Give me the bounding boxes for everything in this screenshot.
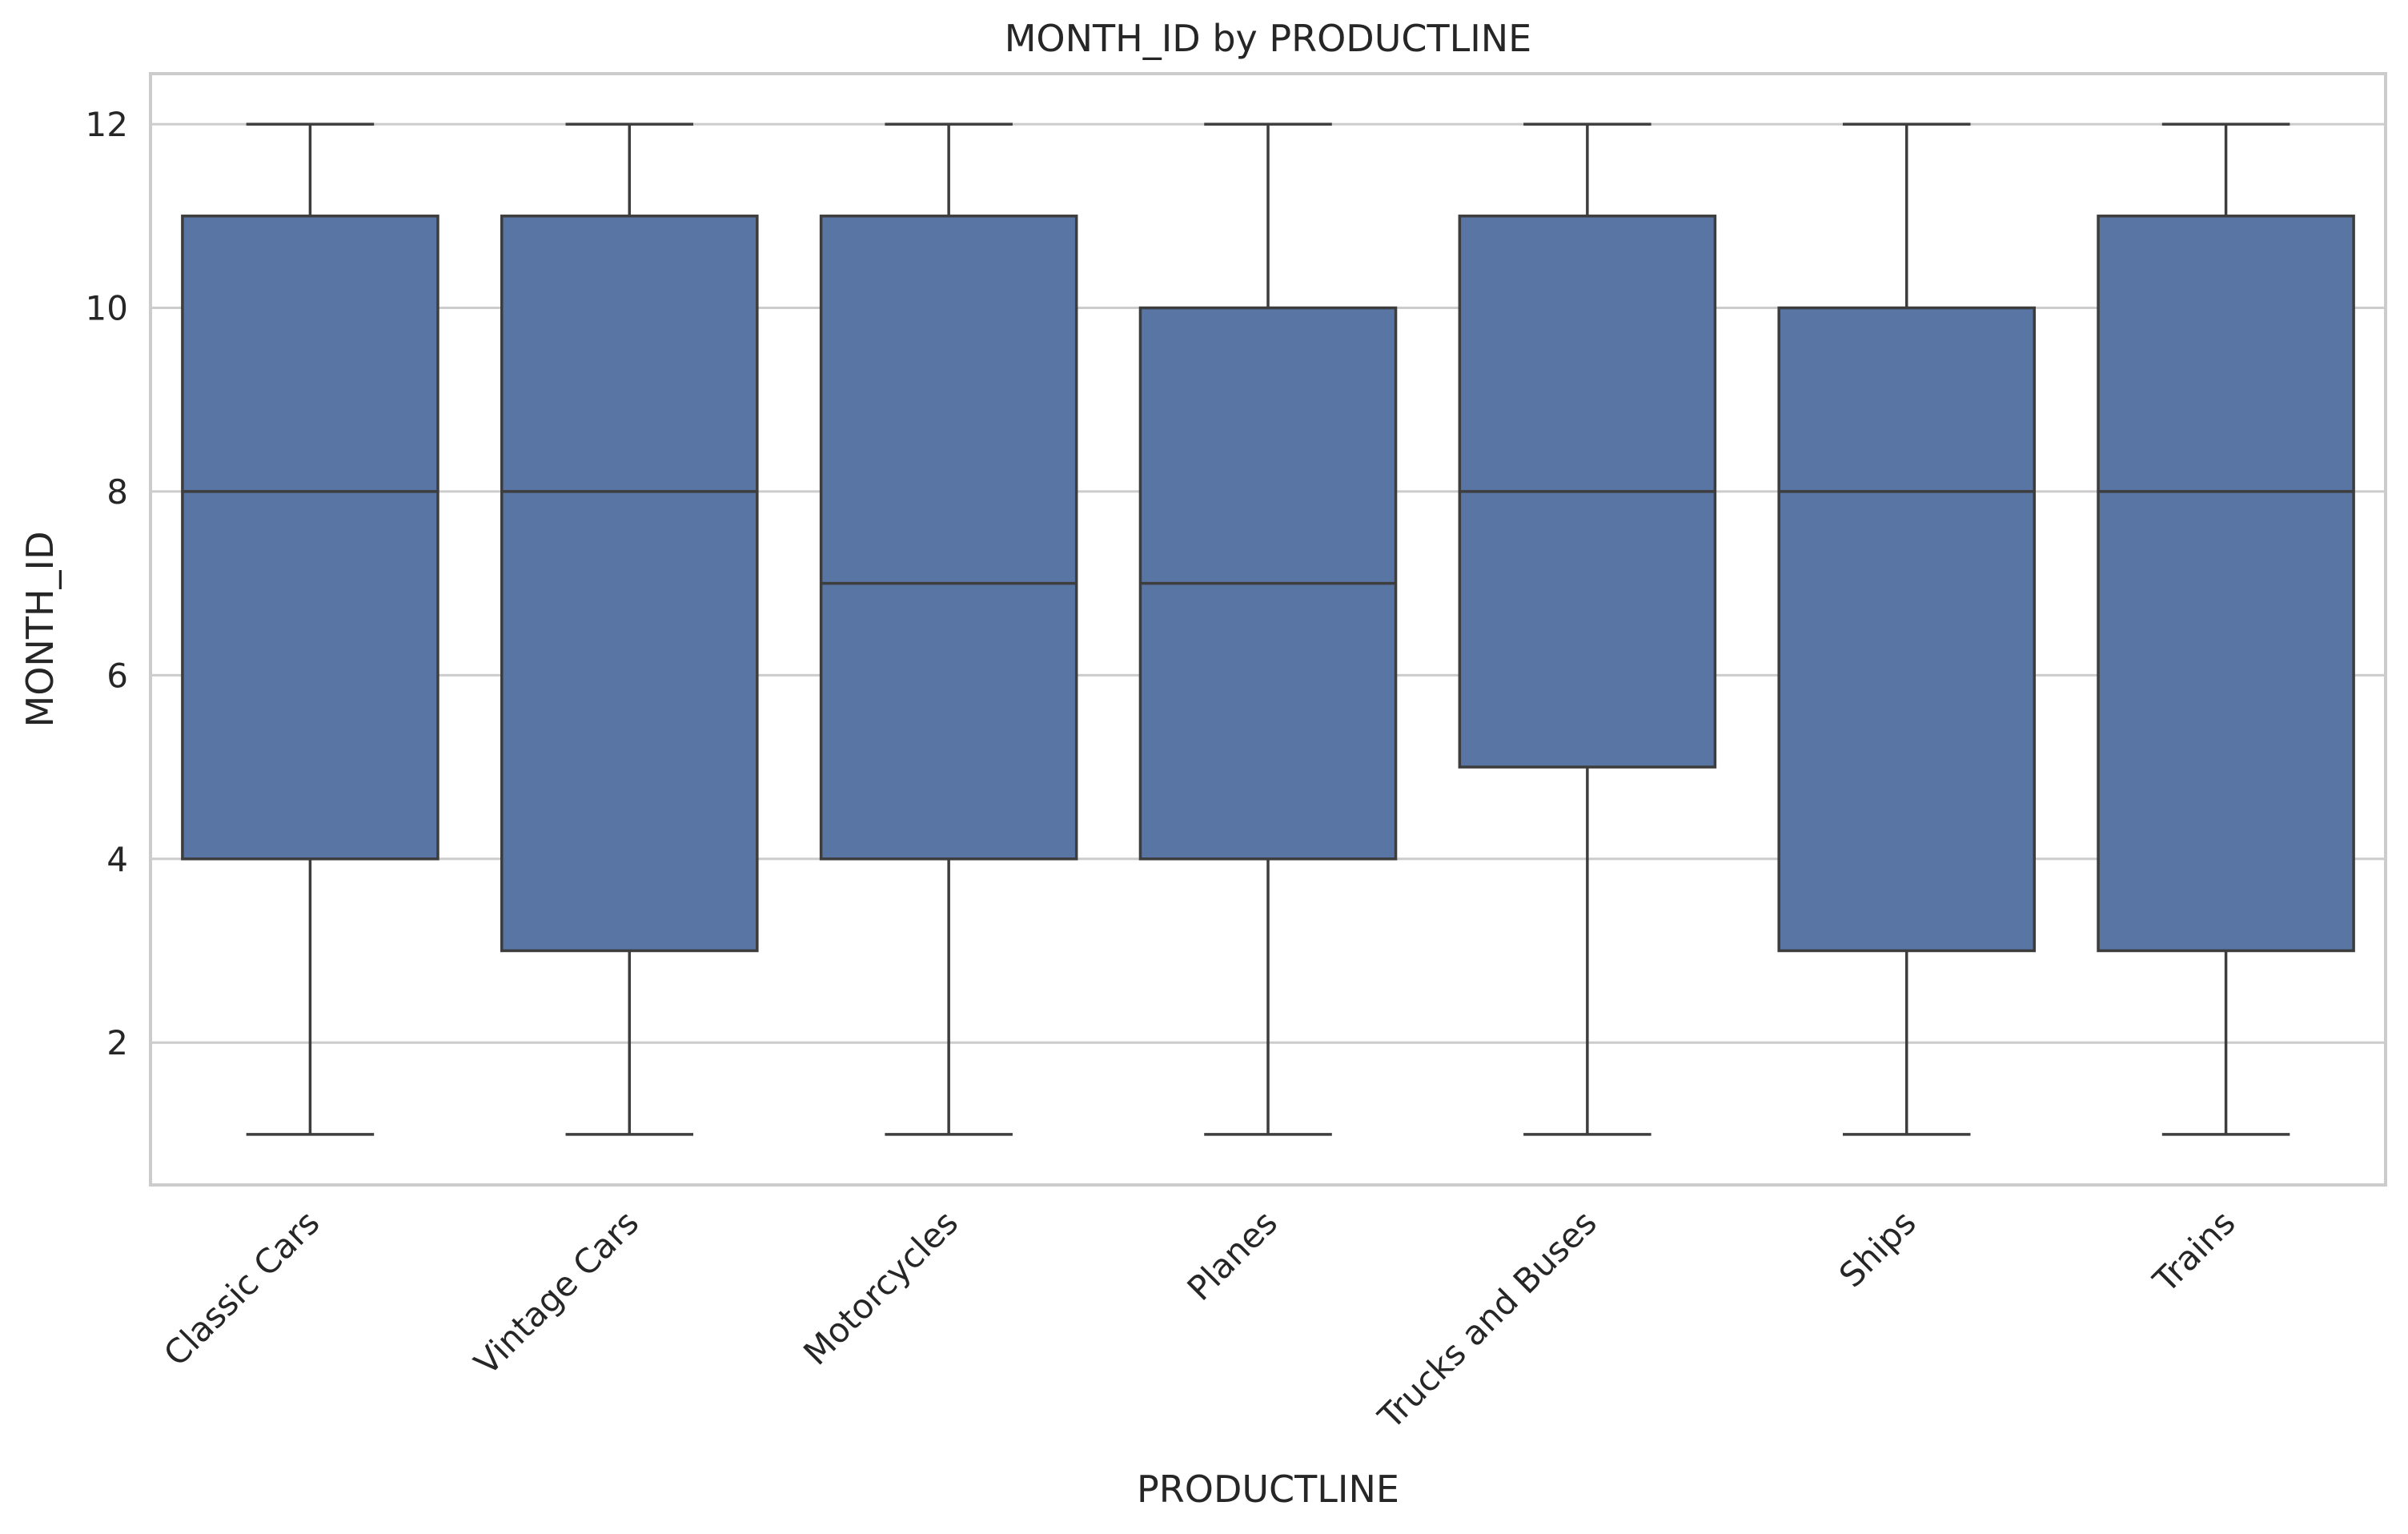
iqr-box	[1777, 306, 2037, 953]
x-tick-label: Trucks and Buses	[1371, 1203, 1604, 1436]
x-axis-label: PRODUCTLINE	[1137, 1468, 1399, 1511]
y-tick-label: 12	[86, 105, 128, 144]
box-trains	[2097, 122, 2355, 1136]
x-tick-label: Trains	[2145, 1203, 2243, 1300]
x-tick-label: Motorcycles	[796, 1203, 965, 1372]
y-tick-label: 6	[106, 656, 128, 695]
plot-frame	[149, 72, 2387, 1187]
box-ships	[1777, 122, 2037, 1136]
x-tick-label: Vintage Cars	[467, 1203, 646, 1382]
box-trucks-and-buses	[1458, 122, 1717, 1136]
box-planes	[1138, 122, 1398, 1136]
y-axis-label: MONTH_ID	[18, 532, 62, 728]
x-tick-label: Planes	[1179, 1203, 1285, 1308]
y-tick-label: 4	[106, 840, 128, 879]
y-tick-layer: 2 4 6 8 10 12	[86, 105, 128, 1062]
iqr-box	[181, 215, 439, 861]
box-vintage-cars	[500, 122, 759, 1136]
x-tick-layer: Classic Cars Vintage Cars Motorcycles Plane…	[156, 1203, 2243, 1436]
box-layer	[181, 122, 2355, 1136]
y-tick-label: 8	[106, 472, 128, 512]
x-tick-label: Classic Cars	[156, 1203, 327, 1373]
chart-title: MONTH_ID by PRODUCTLINE	[1005, 17, 1532, 60]
x-tick-label: Ships	[1832, 1203, 1924, 1295]
iqr-box	[500, 215, 759, 953]
y-tick-label: 2	[106, 1023, 128, 1062]
iqr-box	[2097, 215, 2355, 953]
box-motorcycles	[819, 122, 1078, 1136]
y-tick-label: 10	[86, 289, 128, 328]
iqr-box	[819, 215, 1078, 861]
box-classic-cars	[181, 122, 439, 1136]
